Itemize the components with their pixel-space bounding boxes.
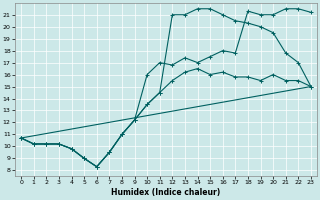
- X-axis label: Humidex (Indice chaleur): Humidex (Indice chaleur): [111, 188, 221, 197]
